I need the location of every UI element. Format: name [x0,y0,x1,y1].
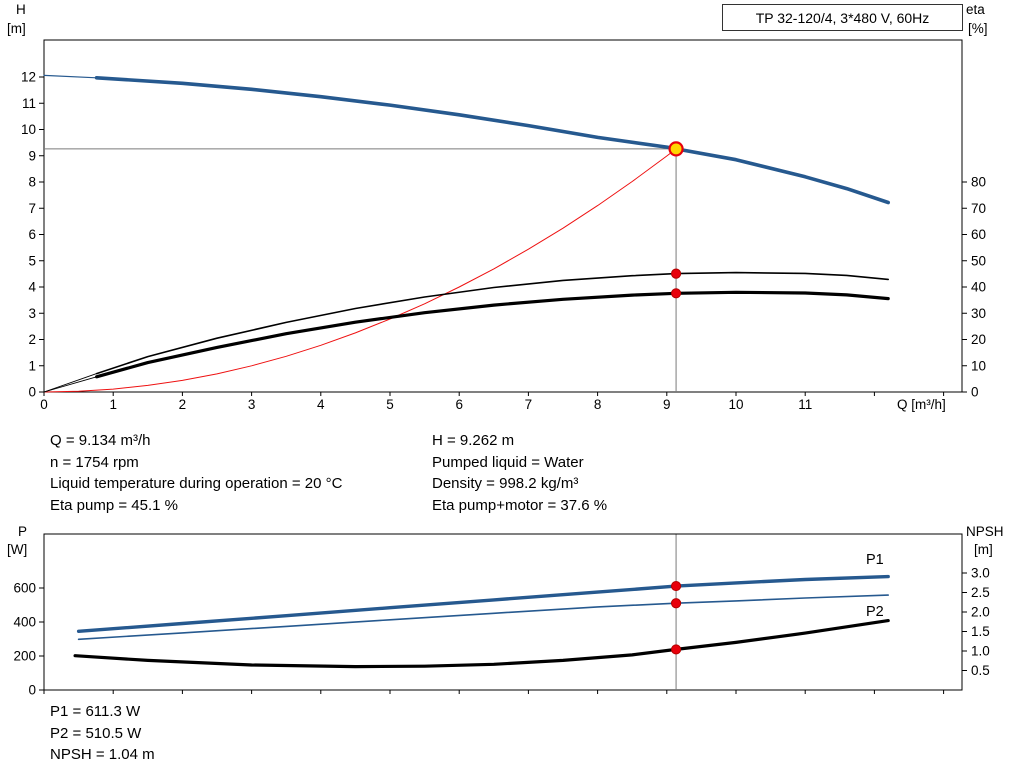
pump-title: TP 32-120/4, 3*480 V, 60Hz [755,9,930,26]
y2-tick-label: 10 [971,358,986,373]
y-tick-label: 0 [28,385,36,400]
series-system-curve [43,148,677,393]
result-line-p2: P2 = 510.5 W [50,724,142,742]
left-axis-unit: [W] [7,542,27,557]
x-tick-label: 11 [798,397,812,412]
y-tick-label: 200 [13,649,36,664]
npsh-point [670,644,682,655]
x-tick-label: 6 [455,397,463,412]
x-tick-label: 10 [728,397,743,412]
x-tick-label: 7 [525,397,533,412]
series-eta-pump [95,271,890,375]
eta-total-point [670,288,682,299]
y2-tick-label: 40 [971,280,986,295]
duty-info-right: H = 9.262 m Pumped liquid = Water Densit… [432,430,607,516]
right-axis-title: eta [966,2,985,17]
info-line-eta-total: Eta pump+motor = 37.6 % [432,496,608,514]
power-npsh-chart: 0 200 400 600 0.5 1.0 1.5 2.0 2.5 3.0 P [W] NPSH [m] P… [7,524,1004,698]
right-axis-unit: [m] [974,542,993,557]
info-line-temperature: Liquid temperature during operation = 20… [50,475,343,492]
y2-tick-label: 80 [971,175,986,190]
y-tick-label: 5 [28,253,36,268]
y2-tick-label: 60 [971,227,986,242]
pump-title-box: TP 32-120/4, 3*480 V, 60Hz [722,4,963,31]
y2-tick-label: 2.0 [971,605,990,620]
info-line-n: n = 1754 rpm [50,453,139,471]
y-tick-label: 9 [28,148,36,163]
x-tick-label: 2 [179,397,187,412]
x-tick-label: 5 [386,397,394,412]
y2-tick-label: 0.5 [971,663,990,678]
y-tick-label: 3 [28,306,36,321]
right-axis-title: NPSH [966,524,1004,539]
y2-tick-label: 20 [971,332,986,347]
info-line-liquid: Pumped liquid = Water [432,453,584,471]
info-line-h: H = 9.262 m [432,432,515,449]
x-tick-label: 3 [248,397,256,412]
left-axis-unit: [m] [7,21,26,36]
p2-point [670,598,682,609]
y-tick-label: 6 [28,227,36,242]
p1-curve-label: P1 [866,552,884,568]
series-npsh-curve [73,618,890,669]
x-tick-label: 4 [317,397,325,412]
y-tick-label: 2 [28,332,36,347]
x-tick-label: 9 [663,397,671,412]
info-line-eta-pump: Eta pump = 45.1 % [50,496,178,514]
y2-tick-label: 1.0 [971,644,990,659]
y2-tick-label: 1.5 [971,624,990,639]
y-tick-label: 10 [21,122,36,137]
y-tick-label: 1 [28,358,36,373]
result-line-npsh: NPSH = 1.04 m [50,746,155,763]
y-tick-label: 4 [28,280,36,295]
series-eta-total [94,290,890,379]
right-axis-unit: [%] [968,21,988,36]
qh-eta-chart: 0 1 2 3 4 5 6 7 8 9 10 1101234567891011120102030405… [7,2,988,412]
p1-point [670,580,682,592]
x-tick-label: 0 [40,397,48,412]
y-tick-label: 600 [13,581,36,596]
plot-border [43,39,963,393]
y2-tick-label: 3.0 [971,566,990,581]
info-line-density: Density = 998.2 kg/m³ [432,475,579,492]
y-tick-label: 11 [22,96,36,111]
duty-point [668,141,684,157]
y-tick-label: 8 [28,175,36,190]
eta-pump-point [670,268,682,279]
result-line-p1: P1 = 611.3 W [50,703,141,720]
left-axis-title: H [16,2,26,17]
y2-tick-label: 70 [971,201,986,216]
p2-curve-label: P2 [866,604,884,620]
left-axis-title: P [18,524,27,539]
y-tick-label: 7 [28,201,36,216]
series-pump-curve-lead [43,74,98,79]
x-axis-unit: Q [m³/h] [897,397,946,412]
info-line-q: Q = 9.134 m³/h [50,432,151,449]
series-eta-total-lead [43,376,98,393]
results-panel: P1 = 611.3 W P2 = 510.5 W NPSH = 1.04 m [50,701,155,766]
y2-tick-label: 30 [971,306,986,321]
x-tick-label: 8 [594,397,602,412]
duty-info-left: Q = 9.134 m³/h n = 1754 rpm Liquid tempe… [50,430,342,516]
y-tick-label: 0 [28,683,36,698]
series-p1-curve [76,574,890,634]
y2-tick-label: 0 [971,385,979,400]
series-pump-curve [94,76,891,205]
x-tick-label: 1 [109,397,117,412]
y-tick-label: 400 [13,615,36,630]
y-tick-label: 12 [21,70,36,85]
series-p2-curve [77,594,890,641]
y2-tick-label: 50 [971,253,986,268]
y2-tick-label: 2.5 [971,585,990,600]
series-eta-pump-lead [43,373,98,393]
